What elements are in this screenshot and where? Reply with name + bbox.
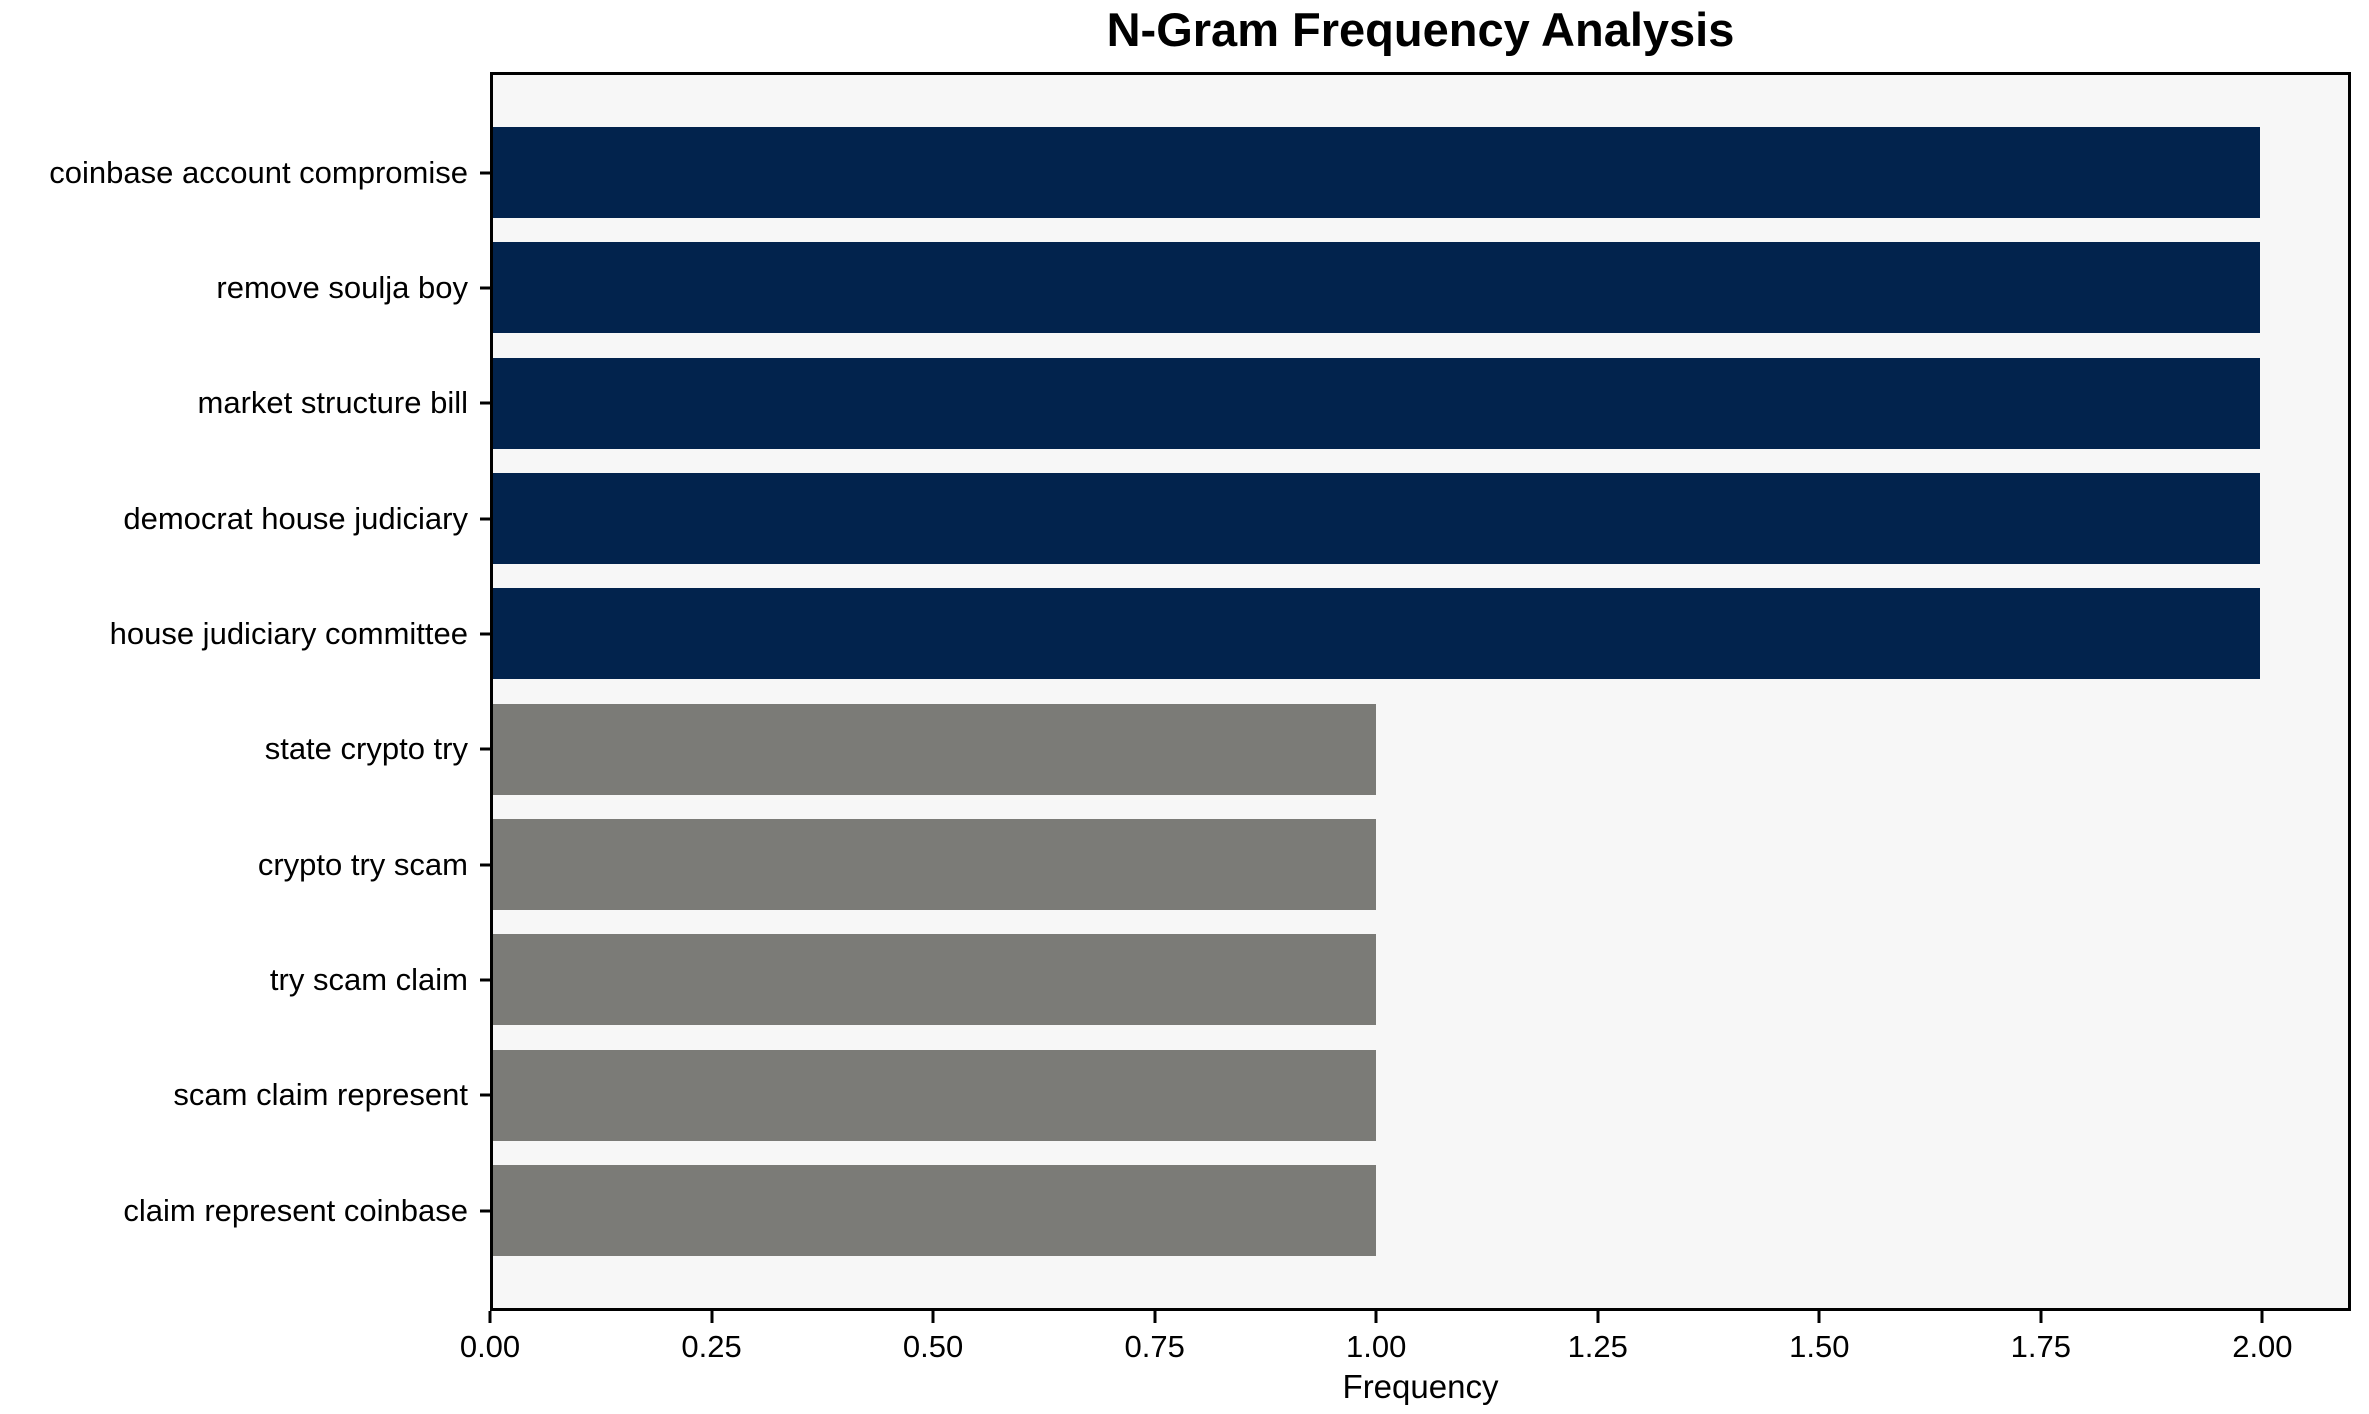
- bar: [493, 242, 2260, 334]
- x-tick-label: 0.25: [681, 1329, 742, 1364]
- bar-row: [493, 703, 2348, 795]
- bar-row: [493, 1164, 2348, 1256]
- x-tick-label: 2.00: [2232, 1329, 2293, 1364]
- bar-row: [493, 588, 2348, 680]
- y-tick-mark: [480, 286, 490, 290]
- y-tick-mark: [480, 747, 490, 751]
- x-tick-mark: [2039, 1311, 2043, 1323]
- y-tick-label: crypto try scam: [257, 846, 468, 882]
- y-tick-mark: [480, 171, 490, 174]
- bar: [493, 588, 2260, 680]
- x-tick-label: 1.00: [1346, 1329, 1407, 1364]
- y-tick-mark: [480, 1093, 490, 1097]
- x-tick-mark: [1596, 1311, 1600, 1323]
- chart-title: N-Gram Frequency Analysis: [1106, 3, 1735, 56]
- x-tick-mark: [2260, 1311, 2264, 1323]
- x-tick-label: 1.25: [1567, 1329, 1628, 1364]
- x-tick-label: 0.50: [902, 1329, 964, 1364]
- bar-row: [493, 127, 2348, 218]
- bar: [493, 1164, 1377, 1256]
- x-tick-label: 1.75: [2010, 1329, 2071, 1364]
- x-tick-mark: [1374, 1311, 1378, 1323]
- y-tick-label: house judiciary committee: [109, 615, 468, 651]
- y-tick-mark: [480, 1209, 490, 1212]
- y-tick-label: try scam claim: [269, 961, 468, 997]
- bar: [493, 934, 1377, 1026]
- bar-row: [493, 357, 2348, 449]
- bar: [493, 703, 1377, 795]
- x-tick-mark: [488, 1311, 492, 1323]
- bar-row: [493, 242, 2348, 334]
- bar-row: [493, 818, 2348, 910]
- y-tick-mark: [480, 978, 490, 982]
- bar: [493, 472, 2260, 564]
- y-tick-label: coinbase account compromise: [49, 154, 468, 190]
- y-tick-mark: [480, 632, 490, 636]
- x-tick-mark: [710, 1311, 714, 1323]
- bar-row: [493, 934, 2348, 1026]
- bar: [493, 1049, 1377, 1141]
- y-tick-mark: [480, 863, 490, 866]
- x-axis-label: Frequency: [1342, 1368, 1499, 1405]
- y-tick-label: remove soulja boy: [216, 269, 468, 305]
- y-tick-mark: [480, 401, 490, 405]
- bar: [493, 127, 2260, 218]
- x-tick-mark: [931, 1311, 935, 1323]
- y-tick-label: claim represent coinbase: [123, 1192, 468, 1228]
- x-tick-label: 1.50: [1789, 1329, 1850, 1364]
- bar: [493, 818, 1377, 910]
- bar: [493, 357, 2260, 449]
- y-tick-label: scam claim represent: [173, 1077, 468, 1113]
- y-tick-label: market structure bill: [197, 385, 468, 421]
- bars-container: [493, 75, 2348, 1308]
- y-tick-label: state crypto try: [264, 731, 468, 767]
- y-tick-mark: [480, 517, 490, 520]
- x-tick-mark: [1153, 1311, 1157, 1323]
- y-tick-label: democrat house judiciary: [123, 500, 468, 536]
- x-tick-mark: [1817, 1311, 1821, 1323]
- x-tick-label: 0.00: [459, 1329, 521, 1364]
- plot-area: [490, 72, 2351, 1311]
- bar-row: [493, 472, 2348, 564]
- bar-row: [493, 1049, 2348, 1141]
- x-tick-label: 0.75: [1124, 1329, 1185, 1364]
